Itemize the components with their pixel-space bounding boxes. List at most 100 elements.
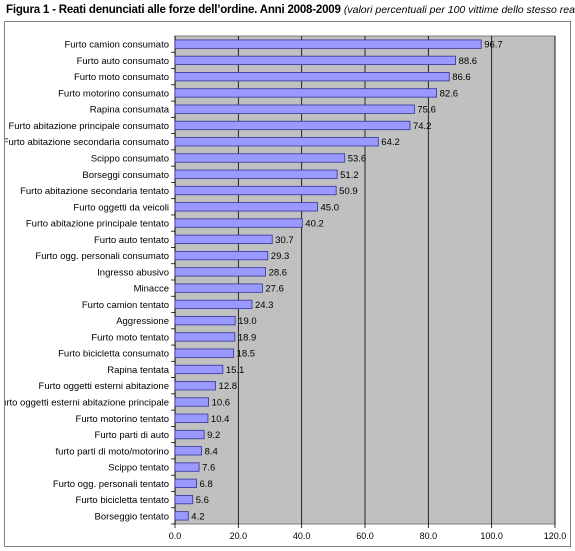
data-label: 40.2: [305, 219, 324, 230]
bar: [174, 462, 200, 472]
bar: [174, 185, 337, 196]
data-label: 15.1: [226, 365, 245, 376]
data-label: 19.0: [238, 316, 257, 327]
bar: [174, 137, 379, 147]
bar-chart: 0.0 20.0 40.0 60.0 80.0 100.0 120.0 Furto camio…: [5, 35, 567, 541]
data-label: 12.8: [219, 381, 238, 392]
bar: [174, 397, 209, 407]
category-label: Furto ogg. personali consumato: [35, 251, 169, 262]
data-label: 53.6: [348, 154, 367, 165]
bar: [174, 153, 346, 163]
bar: [174, 283, 263, 293]
bar: [174, 250, 269, 261]
x-tick-label: 80.0: [420, 531, 438, 541]
data-label: 51.2: [340, 170, 359, 181]
bar: [174, 218, 303, 228]
category-label: Furto bicicletta tentato: [76, 495, 169, 506]
data-label: 88.6: [459, 56, 478, 67]
data-label: 96.7: [484, 40, 503, 51]
data-label: 10.4: [211, 414, 230, 425]
bar: [174, 478, 197, 488]
bar: [174, 446, 203, 456]
category-label: Furto oggetti esterni abitazione princip…: [5, 398, 169, 409]
bar: [174, 429, 205, 440]
category-label: Borseggio tentato: [95, 511, 169, 522]
data-label: 9.2: [207, 430, 220, 441]
data-label: 82.6: [440, 88, 459, 99]
data-label: 86.6: [452, 72, 471, 83]
bar: [174, 234, 273, 244]
category-label: Furto abitazione secondaria consumato: [5, 137, 169, 148]
bar: [174, 494, 194, 505]
bar: [174, 120, 411, 131]
x-tick-label: 40.0: [293, 531, 311, 541]
data-label: 8.4: [205, 446, 218, 457]
data-label: 10.6: [212, 398, 231, 409]
figure-title: Figura 1 - Reati denunciati alle forze d…: [6, 4, 575, 16]
category-label: Furto abitazione principale consumato: [8, 121, 169, 132]
data-label: 18.5: [237, 349, 256, 360]
bar: [174, 88, 437, 98]
bar: [174, 39, 482, 49]
data-label: 50.9: [339, 186, 358, 197]
bar: [174, 202, 318, 212]
category-label: Minacce: [134, 284, 169, 295]
category-label: Furto abitazione principale tentato: [26, 219, 169, 230]
category-label: Furto camion consumato: [64, 40, 169, 51]
data-label: 7.6: [202, 463, 215, 474]
figure-title-sub: (valori percentuali per 100 vittime dell…: [343, 4, 575, 16]
category-label: Rapina tentata: [107, 365, 170, 376]
x-tick-label: 120.0: [544, 531, 567, 541]
data-label: 75.6: [417, 105, 436, 116]
data-label: 24.3: [255, 300, 274, 311]
data-label: 4.2: [191, 511, 204, 522]
bar: [174, 104, 415, 114]
category-label: Aggressione: [116, 316, 169, 327]
data-label: 28.6: [269, 267, 288, 278]
bar: [174, 332, 236, 342]
data-label: 30.7: [275, 235, 294, 246]
data-label: 27.6: [265, 284, 284, 295]
category-label: Scippo tentato: [108, 463, 169, 474]
bar: [174, 316, 236, 326]
chart-frame: 0.0 20.0 40.0 60.0 80.0 100.0 120.0 Furto camio…: [4, 21, 571, 547]
data-label: 45.0: [321, 202, 340, 213]
bar: [174, 169, 338, 179]
category-label: Furto oggetti esterni abitazione: [39, 381, 169, 392]
category-label: Furto ogg. personali tentato: [53, 479, 169, 490]
category-label: Furto moto consumato: [74, 72, 169, 83]
category-label: Furto oggetti da veicoli: [73, 202, 169, 213]
bar: [174, 348, 234, 358]
category-label: Furto auto consumato: [77, 56, 169, 67]
bar: [174, 381, 216, 391]
bar: [174, 511, 189, 521]
category-label: Furto camion tentato: [82, 300, 169, 311]
category-label: Furto parti di auto: [95, 430, 169, 441]
category-label: Scippo consumato: [91, 154, 169, 165]
category-label: Furto bicicletta consumato: [58, 349, 169, 360]
x-tick-label: 20.0: [230, 531, 248, 541]
category-label: Furto abitazione secondaria tentato: [20, 186, 169, 197]
category-label: Borseggi consumato: [82, 170, 169, 181]
x-tick-label: 60.0: [356, 531, 374, 541]
data-label: 18.9: [238, 332, 257, 343]
bar: [174, 413, 209, 423]
data-label: 6.8: [200, 479, 213, 490]
category-label: furto parti di moto/motorino: [55, 446, 169, 457]
category-label: Furto motorino tentato: [76, 414, 169, 425]
category-label: Ingresso abusivo: [97, 267, 169, 278]
data-label: 74.2: [413, 121, 432, 132]
x-tick-label: 100.0: [480, 531, 503, 541]
figure-title-main: Figura 1 - Reati denunciati alle forze d…: [6, 4, 341, 16]
data-label: 5.6: [196, 495, 209, 506]
category-label: Rapina consumata: [90, 105, 170, 116]
bar: [174, 55, 456, 66]
category-label: Furto moto tentato: [91, 332, 169, 343]
category-label: Furto auto tentato: [94, 235, 169, 246]
bar: [174, 299, 253, 310]
bar: [174, 364, 224, 375]
data-label: 64.2: [381, 137, 400, 148]
category-label: Furto motorino consumato: [58, 88, 169, 99]
x-tick-label: 0.0: [169, 531, 182, 541]
bar: [174, 267, 266, 277]
